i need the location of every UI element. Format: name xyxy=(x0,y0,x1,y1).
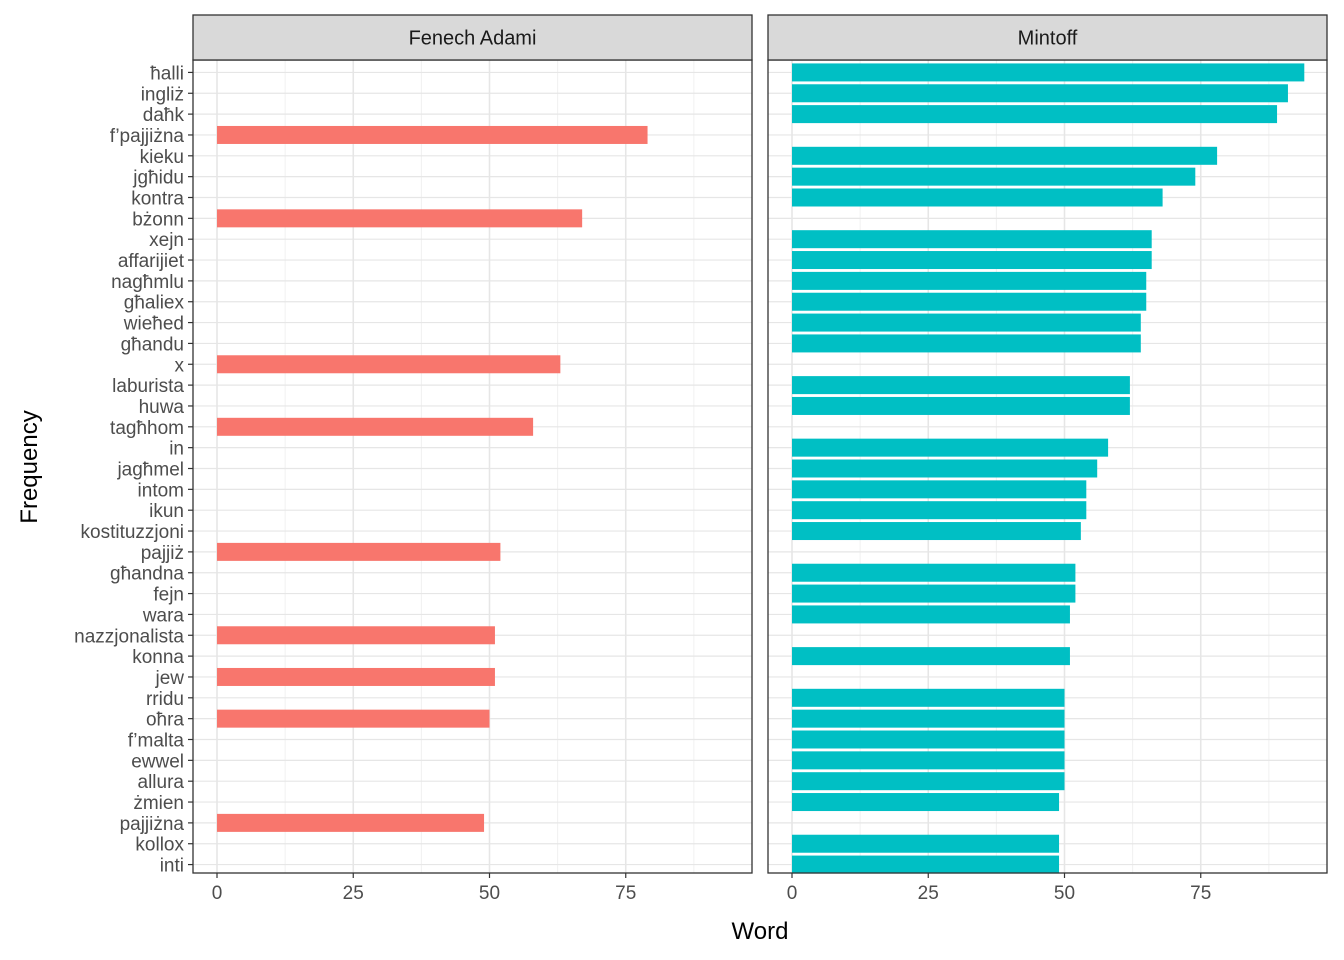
y-tick-label: affarijiet xyxy=(118,251,185,272)
bar-ewwel xyxy=(792,751,1065,770)
bar-ikun xyxy=(792,501,1087,520)
y-tick-label: allura xyxy=(138,772,185,793)
bar-għaliex xyxy=(792,292,1147,311)
y-tick-label: x xyxy=(175,355,185,376)
y-tick-label: f’malta xyxy=(128,731,185,752)
y-tick-label: oħra xyxy=(146,710,184,731)
y-tick-label: ingliż xyxy=(141,84,184,105)
facet-strip xyxy=(767,14,1328,61)
y-tick-label: huwa xyxy=(139,397,185,418)
x-tick-label: 0 xyxy=(787,883,798,904)
x-tick-label: 75 xyxy=(615,883,636,904)
y-tick-label: għandna xyxy=(110,564,184,585)
bar-nazzjonalista xyxy=(217,626,495,645)
bar-in xyxy=(792,438,1109,457)
y-tick-label: nagħmlu xyxy=(111,272,184,293)
y-tick-label: żmien xyxy=(133,793,184,814)
bar-jew xyxy=(217,667,495,686)
y-tick-label: jgħidu xyxy=(132,168,184,189)
y-tick-label: ewwel xyxy=(131,751,184,772)
panel-mintoff: Mintoff 0 25 50 75 xyxy=(767,14,1328,904)
y-tick-label: wara xyxy=(142,605,185,626)
facet-strip xyxy=(192,14,753,61)
bar-inti xyxy=(792,855,1060,874)
y-tick-label: xejn xyxy=(149,230,184,251)
y-tick-label: ħalli xyxy=(150,63,184,84)
bar-pajjiżna xyxy=(217,813,485,832)
bar-jgħidu xyxy=(792,167,1196,186)
y-tick-label: daħk xyxy=(143,105,185,126)
bar-intom xyxy=(792,480,1087,499)
bar-għandna xyxy=(792,563,1076,582)
x-axis-title: Word xyxy=(732,918,789,945)
y-tick-label: laburista xyxy=(112,376,184,397)
y-tick-label: wieħed xyxy=(123,314,184,335)
bar-kostituzzjoni xyxy=(792,522,1081,541)
bar-wara xyxy=(792,605,1070,624)
bar-ingliż xyxy=(792,84,1288,103)
y-tick-label: pajjiżna xyxy=(120,814,185,835)
panel-fenech-adami: Fenech Adami 0 25 50 75 xyxy=(192,14,753,904)
bar-konna xyxy=(792,647,1070,666)
y-tick-label: nazzjonalista xyxy=(74,626,184,647)
bar-bżonn xyxy=(217,209,583,228)
bar-daħk xyxy=(792,105,1278,124)
bar-kollox xyxy=(792,834,1060,853)
bar-pajjiż xyxy=(217,542,501,561)
bar-oħra xyxy=(792,709,1065,728)
panel-background xyxy=(193,60,752,873)
y-tick-label: kontra xyxy=(131,189,184,210)
x-tick-label: 0 xyxy=(212,883,223,904)
x-tick-label: 25 xyxy=(343,883,364,904)
bar-żmien xyxy=(792,793,1060,812)
bar-jagħmel xyxy=(792,459,1098,478)
y-tick-label: rridu xyxy=(146,689,184,710)
y-tick-label: bżonn xyxy=(132,209,184,230)
x-tick-label: 50 xyxy=(1054,883,1075,904)
facet-strip-label: Mintoff xyxy=(1018,28,1078,50)
y-tick-label: għandu xyxy=(121,334,184,355)
bar-tagħhom xyxy=(217,417,534,436)
y-tick-label: ikun xyxy=(149,501,184,522)
bar-f’pajjiżna xyxy=(217,125,648,144)
y-axis-title: Frequency xyxy=(16,410,43,523)
y-tick-label: jew xyxy=(154,668,184,689)
bar-kontra xyxy=(792,188,1163,207)
bar-għandu xyxy=(792,334,1141,353)
y-tick-label: kostituzzjoni xyxy=(81,522,185,543)
bar-xejn xyxy=(792,230,1152,249)
bar-laburista xyxy=(792,376,1130,395)
y-axis-labels: ħalliingliżdaħkf’pajjiżnakiekujgħidukont… xyxy=(74,63,193,877)
bar-allura xyxy=(792,772,1065,791)
bar-oħra xyxy=(217,709,490,728)
y-tick-label: intom xyxy=(138,480,184,501)
bar-affarijiet xyxy=(792,251,1152,270)
y-tick-label: kollox xyxy=(135,835,184,856)
x-tick-label: 50 xyxy=(479,883,500,904)
y-tick-label: kieku xyxy=(140,147,184,168)
x-tick-label: 75 xyxy=(1190,883,1211,904)
bar-f’malta xyxy=(792,730,1065,749)
bar-kieku xyxy=(792,146,1218,165)
y-tick-label: f’pajjiżna xyxy=(110,126,185,147)
bar-huwa xyxy=(792,396,1130,415)
y-tick-label: inti xyxy=(160,856,184,877)
bar-fejn xyxy=(792,584,1076,603)
y-tick-label: tagħhom xyxy=(110,418,184,439)
bar-nagħmlu xyxy=(792,271,1147,290)
y-tick-label: fejn xyxy=(153,585,184,606)
y-tick-label: pajjiż xyxy=(141,543,184,564)
y-tick-label: jagħmel xyxy=(116,460,184,481)
panels: Fenech Adami 0 25 50 75 Mintoff 0 25 50 75 xyxy=(192,14,1328,904)
bar-wieħed xyxy=(792,313,1141,332)
y-tick-label: għaliex xyxy=(124,293,185,314)
bar-x xyxy=(217,355,561,374)
bar-ħalli xyxy=(792,63,1305,82)
bar-rridu xyxy=(792,688,1065,707)
x-tick-label: 25 xyxy=(918,883,939,904)
y-tick-label: in xyxy=(169,439,184,460)
facet-strip-label: Fenech Adami xyxy=(409,28,537,50)
y-tick-label: konna xyxy=(132,647,184,668)
